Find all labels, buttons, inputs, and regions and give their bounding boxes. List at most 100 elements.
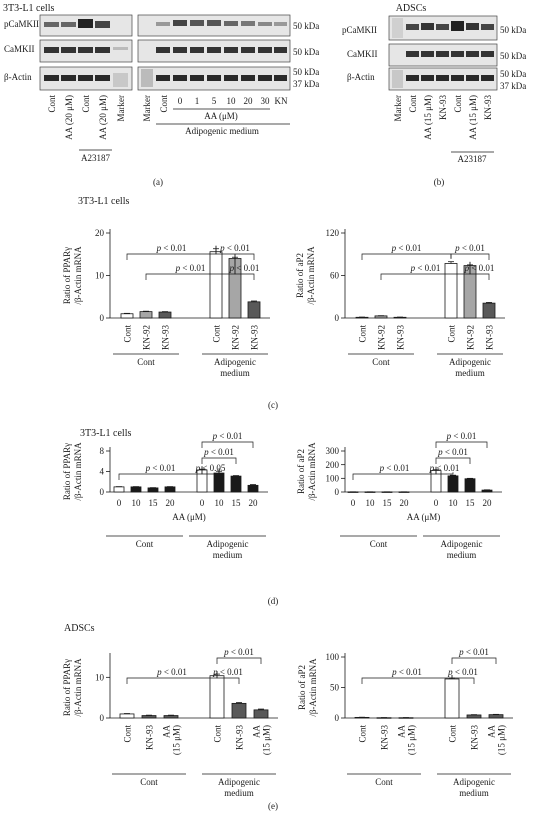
band xyxy=(78,75,93,81)
y-tick-label: 4 xyxy=(100,467,105,477)
y-tick-label: 100 xyxy=(326,652,340,662)
band xyxy=(258,75,272,81)
lane-label: 10 xyxy=(227,96,237,106)
category-label: 20 xyxy=(483,498,493,508)
y-axis-label: Ratio of aP2 xyxy=(297,665,307,710)
kda-label: 50 kDa xyxy=(293,67,319,77)
category-label: KN-92 xyxy=(466,325,476,350)
row-label-camkii: CaMKII xyxy=(347,49,378,59)
band xyxy=(241,75,255,81)
category-label: KN-93 xyxy=(235,725,245,750)
category-label: KN-93 xyxy=(161,325,171,350)
category-label: KN-93 xyxy=(470,725,480,750)
chart-e-ap2: 0 50 100 Ratio of aP2/β-Actin mRNA Cont KN-93… xyxy=(297,647,513,798)
category-label: (15 μM) xyxy=(262,725,272,755)
band xyxy=(421,23,434,30)
panel-c-cell-title: 3T3-L1 cells xyxy=(78,196,129,207)
significance-bracket xyxy=(361,253,452,260)
category-label: 10 xyxy=(366,498,376,508)
group-label: medium xyxy=(224,788,254,798)
kda-label: 50 kDa xyxy=(500,25,526,35)
row-label-camkii: CaMKII xyxy=(4,44,35,54)
bar xyxy=(120,313,134,319)
row-label-pcamkii: pCaMKII xyxy=(342,25,377,35)
band xyxy=(61,47,76,53)
group-label: Cont xyxy=(375,777,393,787)
category-label: (15 μM) xyxy=(497,725,507,755)
p-value-label: p < 0.01 xyxy=(156,243,187,253)
category-label: 0 xyxy=(117,498,122,508)
significance-bracket xyxy=(435,457,471,464)
band xyxy=(274,75,287,81)
group-label: Cont xyxy=(136,539,154,549)
band xyxy=(224,21,238,26)
panel-e-cell-title: ADSCs xyxy=(64,623,95,634)
y-axis-label: Ratio of PPARγ xyxy=(62,659,72,716)
category-label: 20 xyxy=(166,498,176,508)
band xyxy=(406,51,419,57)
group-label: Cont xyxy=(370,539,388,549)
bar xyxy=(464,478,476,493)
bar xyxy=(139,311,153,319)
kda-label: 50 kDa xyxy=(500,69,526,79)
band xyxy=(451,51,464,57)
band xyxy=(113,73,128,87)
caption-c: (c) xyxy=(268,400,278,410)
band xyxy=(207,75,221,81)
category-label: 0 xyxy=(351,498,356,508)
band xyxy=(95,21,110,28)
caption-b: (b) xyxy=(434,177,445,187)
category-label: 10 xyxy=(449,498,459,508)
bar xyxy=(147,487,159,493)
group-label-a23187: A23187 xyxy=(81,153,110,163)
lane-label: 30 xyxy=(261,96,271,106)
panel-a-cell-title: 3T3-L1 cells xyxy=(3,3,54,14)
band xyxy=(224,47,238,53)
y-tick-label: 0 xyxy=(100,487,105,497)
category-label: KN-93 xyxy=(485,325,495,350)
band xyxy=(481,24,494,30)
panel-d-cell-title: 3T3-L1 cells xyxy=(80,428,131,439)
band xyxy=(241,47,255,53)
lane-label: KN-93 xyxy=(483,95,493,120)
bar xyxy=(163,715,179,719)
lane-label: AA (15 μM) xyxy=(423,95,433,140)
category-label: KN-93 xyxy=(380,725,390,750)
band xyxy=(113,47,128,50)
band xyxy=(44,47,59,53)
category-label: Cont xyxy=(358,325,368,343)
band xyxy=(392,18,403,38)
p-value-label: p < 0.01 xyxy=(212,667,243,677)
band xyxy=(258,47,272,53)
category-label: AA xyxy=(162,725,172,738)
lane-label: Marker xyxy=(116,95,126,122)
band xyxy=(274,47,287,53)
p-value-label: p < 0.01 xyxy=(447,667,478,677)
y-tick-label: 120 xyxy=(326,228,340,238)
y-tick-label: 10 xyxy=(95,673,105,683)
band xyxy=(207,47,221,53)
y-tick-label: 0 xyxy=(100,313,105,323)
band xyxy=(95,75,110,81)
significance-bracket xyxy=(450,253,490,260)
lane-label: AA (15 μM) xyxy=(468,95,478,140)
significance-bracket xyxy=(451,657,497,664)
row-label-actin: β-Actin xyxy=(347,72,375,82)
panel-b-cell-title: ADSCs xyxy=(396,3,427,14)
category-label: (15 μM) xyxy=(407,725,417,755)
band xyxy=(421,51,434,57)
bar xyxy=(119,713,135,719)
p-value-label: p < 0.01 xyxy=(391,243,422,253)
bar xyxy=(164,486,176,493)
band xyxy=(190,20,204,26)
band xyxy=(466,23,479,30)
y-axis-label: /β-Actin mRNA xyxy=(307,442,317,501)
band xyxy=(44,22,59,27)
chart-d-ppar: 0 4 8 Ratio of PPARγ/β-Actin mRNA 0 10 15 20 0 10… xyxy=(62,431,268,560)
bar xyxy=(209,251,223,319)
blot-membrane-b xyxy=(388,15,498,91)
bar xyxy=(466,714,482,719)
p-value-label: p < 0.01 xyxy=(203,447,234,457)
band xyxy=(451,75,464,81)
